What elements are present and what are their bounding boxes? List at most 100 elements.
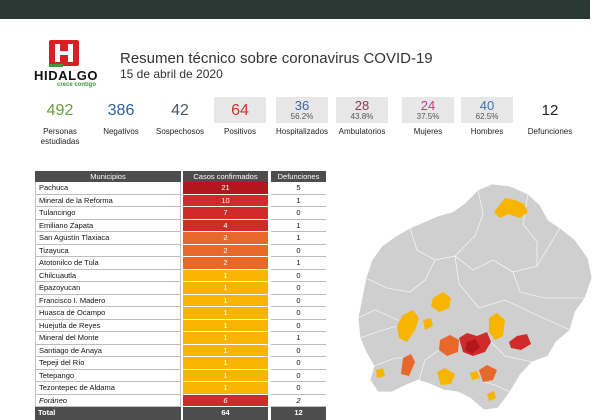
table-row: San Agustín Tlaxiaca 2 1 [35,232,326,245]
hidalgo-map [357,183,593,411]
confirmed-cases-cell: 1 [183,357,268,370]
table-body: Foráneo 6 2 Total 64 12 Pachuca 21 5 Minera… [35,182,326,420]
confirmed-cases-cell: 1 [183,382,268,395]
stat-value: 386 [107,101,135,119]
confirmed-cases-cell: 1 [183,269,268,282]
deaths-cell: 1 [271,220,326,232]
stat-value-area: 42 [148,97,212,123]
table-row: Tetepango 1 0 [35,369,326,382]
deaths-cell: 0 [271,207,326,220]
table-row: Mineral del Monte 1 1 [35,332,326,345]
municipality-cell: Mineral del Monte [35,332,181,345]
map-region-yellow [431,292,451,312]
confirmed-cases-cell: 2 [183,257,268,270]
confirmed-cases-cell: 2 [183,244,268,257]
stat-hospitalized: 36 56.2% Hospitalizados [270,97,334,137]
municipality-cell: Tezontepec de Aldama [35,382,181,395]
confirmed-cases-cell: 7 [183,207,268,220]
map-region-orange [401,354,415,376]
confirmed-cases-cell: 6 [183,394,268,407]
column-header-municipality: Municipios [35,171,181,182]
confirmed-cases-cell: 10 [183,194,268,207]
table-row: Tulancingo 7 0 [35,207,326,220]
stat-value: 24 [420,98,436,113]
table-row: Chilcuautla 1 0 [35,269,326,282]
total-label: Total [35,407,181,420]
confirmed-cases-cell: 1 [183,294,268,307]
map-region-yellow [470,371,480,380]
municipality-cell: Atotonilco de Tula [35,257,181,270]
municipality-cell: Mineral de la Reforma [35,194,181,207]
table-row: Tepeji del Río 1 0 [35,357,326,370]
table-row: Huejutla de Reyes 1 0 [35,319,326,332]
municipality-cell: Tepeji del Río [35,357,181,370]
municipality-cell: Foráneo [35,394,181,407]
state-outline [357,183,593,411]
municipality-cell: Huasca de Ocampo [35,307,181,320]
total-cases-cell: 64 [183,407,268,420]
report-date: 15 de abril de 2020 [120,67,223,81]
stat-value-area: 12 [518,97,582,123]
page-title: Resumen técnico sobre coronavirus COVID-… [120,50,433,67]
deaths-cell: 0 [271,345,326,357]
stat-men: 40 62.5% Hombres [455,97,519,137]
stat-suspected: 42 Sospechosos [148,97,212,137]
municipality-cell: Tetepango [35,369,181,382]
stat-label: Defunciones [527,127,573,136]
stat-value: 40 [479,98,495,113]
deaths-cell: 1 [271,257,326,270]
confirmed-cases-cell: 4 [183,219,268,232]
municipality-cell: Pachuca [35,182,181,195]
confirmed-cases-cell: 1 [183,282,268,295]
map-region-yellow [423,318,433,330]
deaths-cell: 0 [271,382,326,395]
stat-value: 36 [294,98,310,113]
column-header-deaths: Defunciones [271,171,326,182]
stat-value: 42 [171,101,189,119]
stat-value: 64 [231,101,249,119]
municipality-cell: San Agustín Tlaxiaca [35,232,181,245]
stat-positive: 64 Positivos [208,97,272,137]
stat-outpatient: 28 43.8% Ambulatorios [330,97,394,137]
municipality-cell: Emiliano Zapata [35,219,181,232]
deaths-cell: 0 [271,282,326,295]
stat-label: Positivos [223,127,256,136]
map-region-yellow [437,368,455,385]
stat-label: Ambulatorios [338,127,386,136]
municipality-cell: Epazoyucan [35,282,181,295]
deaths-cell: 1 [271,232,326,245]
stat-women: 24 37.5% Mujeres [396,97,460,137]
stat-percent: 56.2% [290,112,314,121]
confirmed-cases-cell: 1 [183,307,268,320]
stat-negative: 386 Negativos [89,97,153,137]
total-row: Total 64 12 [35,407,326,420]
stat-label: Negativos [103,127,139,136]
municipality-cell: Francisco I. Madero [35,294,181,307]
table-row: Pachuca 21 5 [35,182,326,195]
deaths-cell: 2 [271,395,326,407]
map-region-yellow [487,391,496,401]
top-bar [0,0,590,19]
confirmed-cases-cell: 2 [183,232,268,245]
stat-label: Hospitalizados [275,127,329,136]
deaths-cell: 5 [271,182,326,195]
stat-label: Personas estudiadas [40,127,80,146]
table-row: Emiliano Zapata 4 1 [35,219,326,232]
table-row: Tizayuca 2 0 [35,244,326,257]
stat-percent: 37.5% [416,112,440,121]
map-region-orange [439,335,459,356]
deaths-cell: 0 [271,295,326,307]
stat-percent: 62.5% [475,112,499,121]
stat-value-area: 492 [28,97,92,123]
confirmed-cases-cell: 21 [183,182,268,195]
map-region-orange [479,365,497,382]
stat-label: Mujeres [413,127,443,136]
foreign-cases-row: Foráneo 6 2 [35,394,326,407]
map-region-yellow [397,310,419,342]
map-region-red [509,334,531,350]
stat-value-area: 24 37.5% [402,97,454,123]
map-region-yellow [494,198,528,218]
stat-value: 492 [46,101,74,119]
table-row: Mineral de la Reforma 10 1 [35,194,326,207]
stat-deaths: 12 Defunciones [518,97,582,137]
